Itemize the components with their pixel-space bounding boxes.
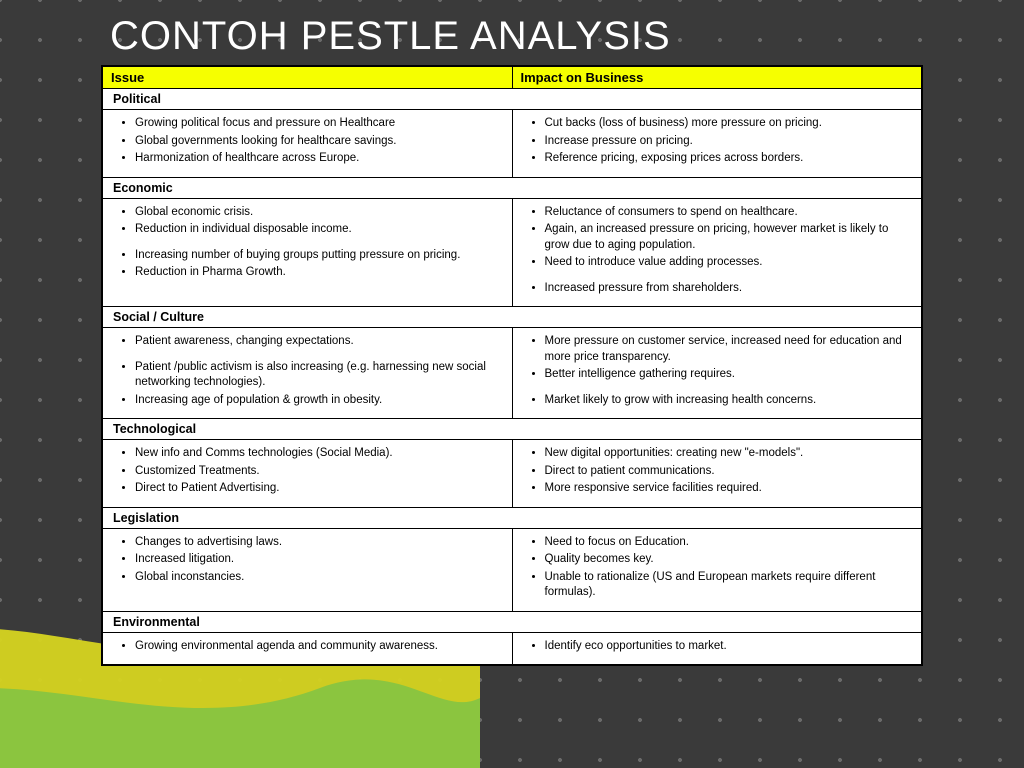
- bullet-item: Reduction in individual disposable incom…: [135, 222, 502, 238]
- bullet-item: Reduction in Pharma Growth.: [135, 265, 502, 281]
- bullet-item: Growing environmental agenda and communi…: [135, 639, 502, 655]
- bullet-item: Global governments looking for healthcar…: [135, 134, 502, 150]
- bullet-item: Need to introduce value adding processes…: [545, 255, 912, 271]
- bullet-item: Need to focus on Education.: [545, 535, 912, 551]
- bullet-item: New digital opportunities: creating new …: [545, 446, 912, 462]
- category-header: Economic: [103, 177, 922, 198]
- issue-cell: New info and Comms technologies (Social …: [103, 440, 513, 508]
- bullet-item: Cut backs (loss of business) more pressu…: [545, 116, 912, 132]
- bullet-item: More pressure on customer service, incre…: [545, 334, 912, 365]
- bullet-item: Reluctance of consumers to spend on heal…: [545, 205, 912, 221]
- bullet-item: Direct to patient communications.: [545, 464, 912, 480]
- bullet-item: Better intelligence gathering requires.: [545, 367, 912, 383]
- bullet-item: Identify eco opportunities to market.: [545, 639, 912, 655]
- impact-cell: Identify eco opportunities to market.: [512, 632, 922, 665]
- issue-cell: Growing political focus and pressure on …: [103, 110, 513, 178]
- bullet-item: Reference pricing, exposing prices acros…: [545, 151, 912, 167]
- bullet-item: Again, an increased pressure on pricing,…: [545, 222, 912, 253]
- bullet-item: Harmonization of healthcare across Europ…: [135, 151, 502, 167]
- impact-cell: Cut backs (loss of business) more pressu…: [512, 110, 922, 178]
- bullet-item: Global economic crisis.: [135, 205, 502, 221]
- impact-cell: More pressure on customer service, incre…: [512, 328, 922, 419]
- bullet-item: Customized Treatments.: [135, 464, 502, 480]
- header-issue: Issue: [103, 67, 513, 89]
- category-header: Environmental: [103, 611, 922, 632]
- bullet-item: Increasing number of buying groups putti…: [135, 248, 502, 264]
- bullet-item: Patient awareness, changing expectations…: [135, 334, 502, 350]
- bullet-item: More responsive service facilities requi…: [545, 481, 912, 497]
- bullet-item: Changes to advertising laws.: [135, 535, 502, 551]
- bullet-item: Unable to rationalize (US and European m…: [545, 570, 912, 601]
- impact-cell: New digital opportunities: creating new …: [512, 440, 922, 508]
- header-impact: Impact on Business: [512, 67, 922, 89]
- bullet-item: New info and Comms technologies (Social …: [135, 446, 502, 462]
- bullet-item: Direct to Patient Advertising.: [135, 481, 502, 497]
- bullet-item: Increased pressure from shareholders.: [545, 281, 912, 297]
- issue-cell: Growing environmental agenda and communi…: [103, 632, 513, 665]
- slide-title: CONTOH PESTLE ANALYSIS: [0, 0, 1024, 65]
- category-header: Legislation: [103, 507, 922, 528]
- pestle-table: Issue Impact on Business Political Growin…: [102, 66, 922, 665]
- bullet-item: Quality becomes key.: [545, 552, 912, 568]
- bullet-item: Increased litigation.: [135, 552, 502, 568]
- category-header: Social / Culture: [103, 307, 922, 328]
- bullet-item: Global inconstancies.: [135, 570, 502, 586]
- category-header: Technological: [103, 419, 922, 440]
- category-header: Political: [103, 89, 922, 110]
- issue-cell: Global economic crisis.Reduction in indi…: [103, 198, 513, 307]
- bullet-item: Increasing age of population & growth in…: [135, 393, 502, 409]
- bullet-item: Patient /public activism is also increas…: [135, 360, 502, 391]
- bullet-item: Growing political focus and pressure on …: [135, 116, 502, 132]
- pestle-table-container: Issue Impact on Business Political Growin…: [101, 65, 923, 666]
- bullet-item: Market likely to grow with increasing he…: [545, 393, 912, 409]
- issue-cell: Changes to advertising laws.Increased li…: [103, 528, 513, 611]
- impact-cell: Need to focus on Education.Quality becom…: [512, 528, 922, 611]
- impact-cell: Reluctance of consumers to spend on heal…: [512, 198, 922, 307]
- issue-cell: Patient awareness, changing expectations…: [103, 328, 513, 419]
- bullet-item: Increase pressure on pricing.: [545, 134, 912, 150]
